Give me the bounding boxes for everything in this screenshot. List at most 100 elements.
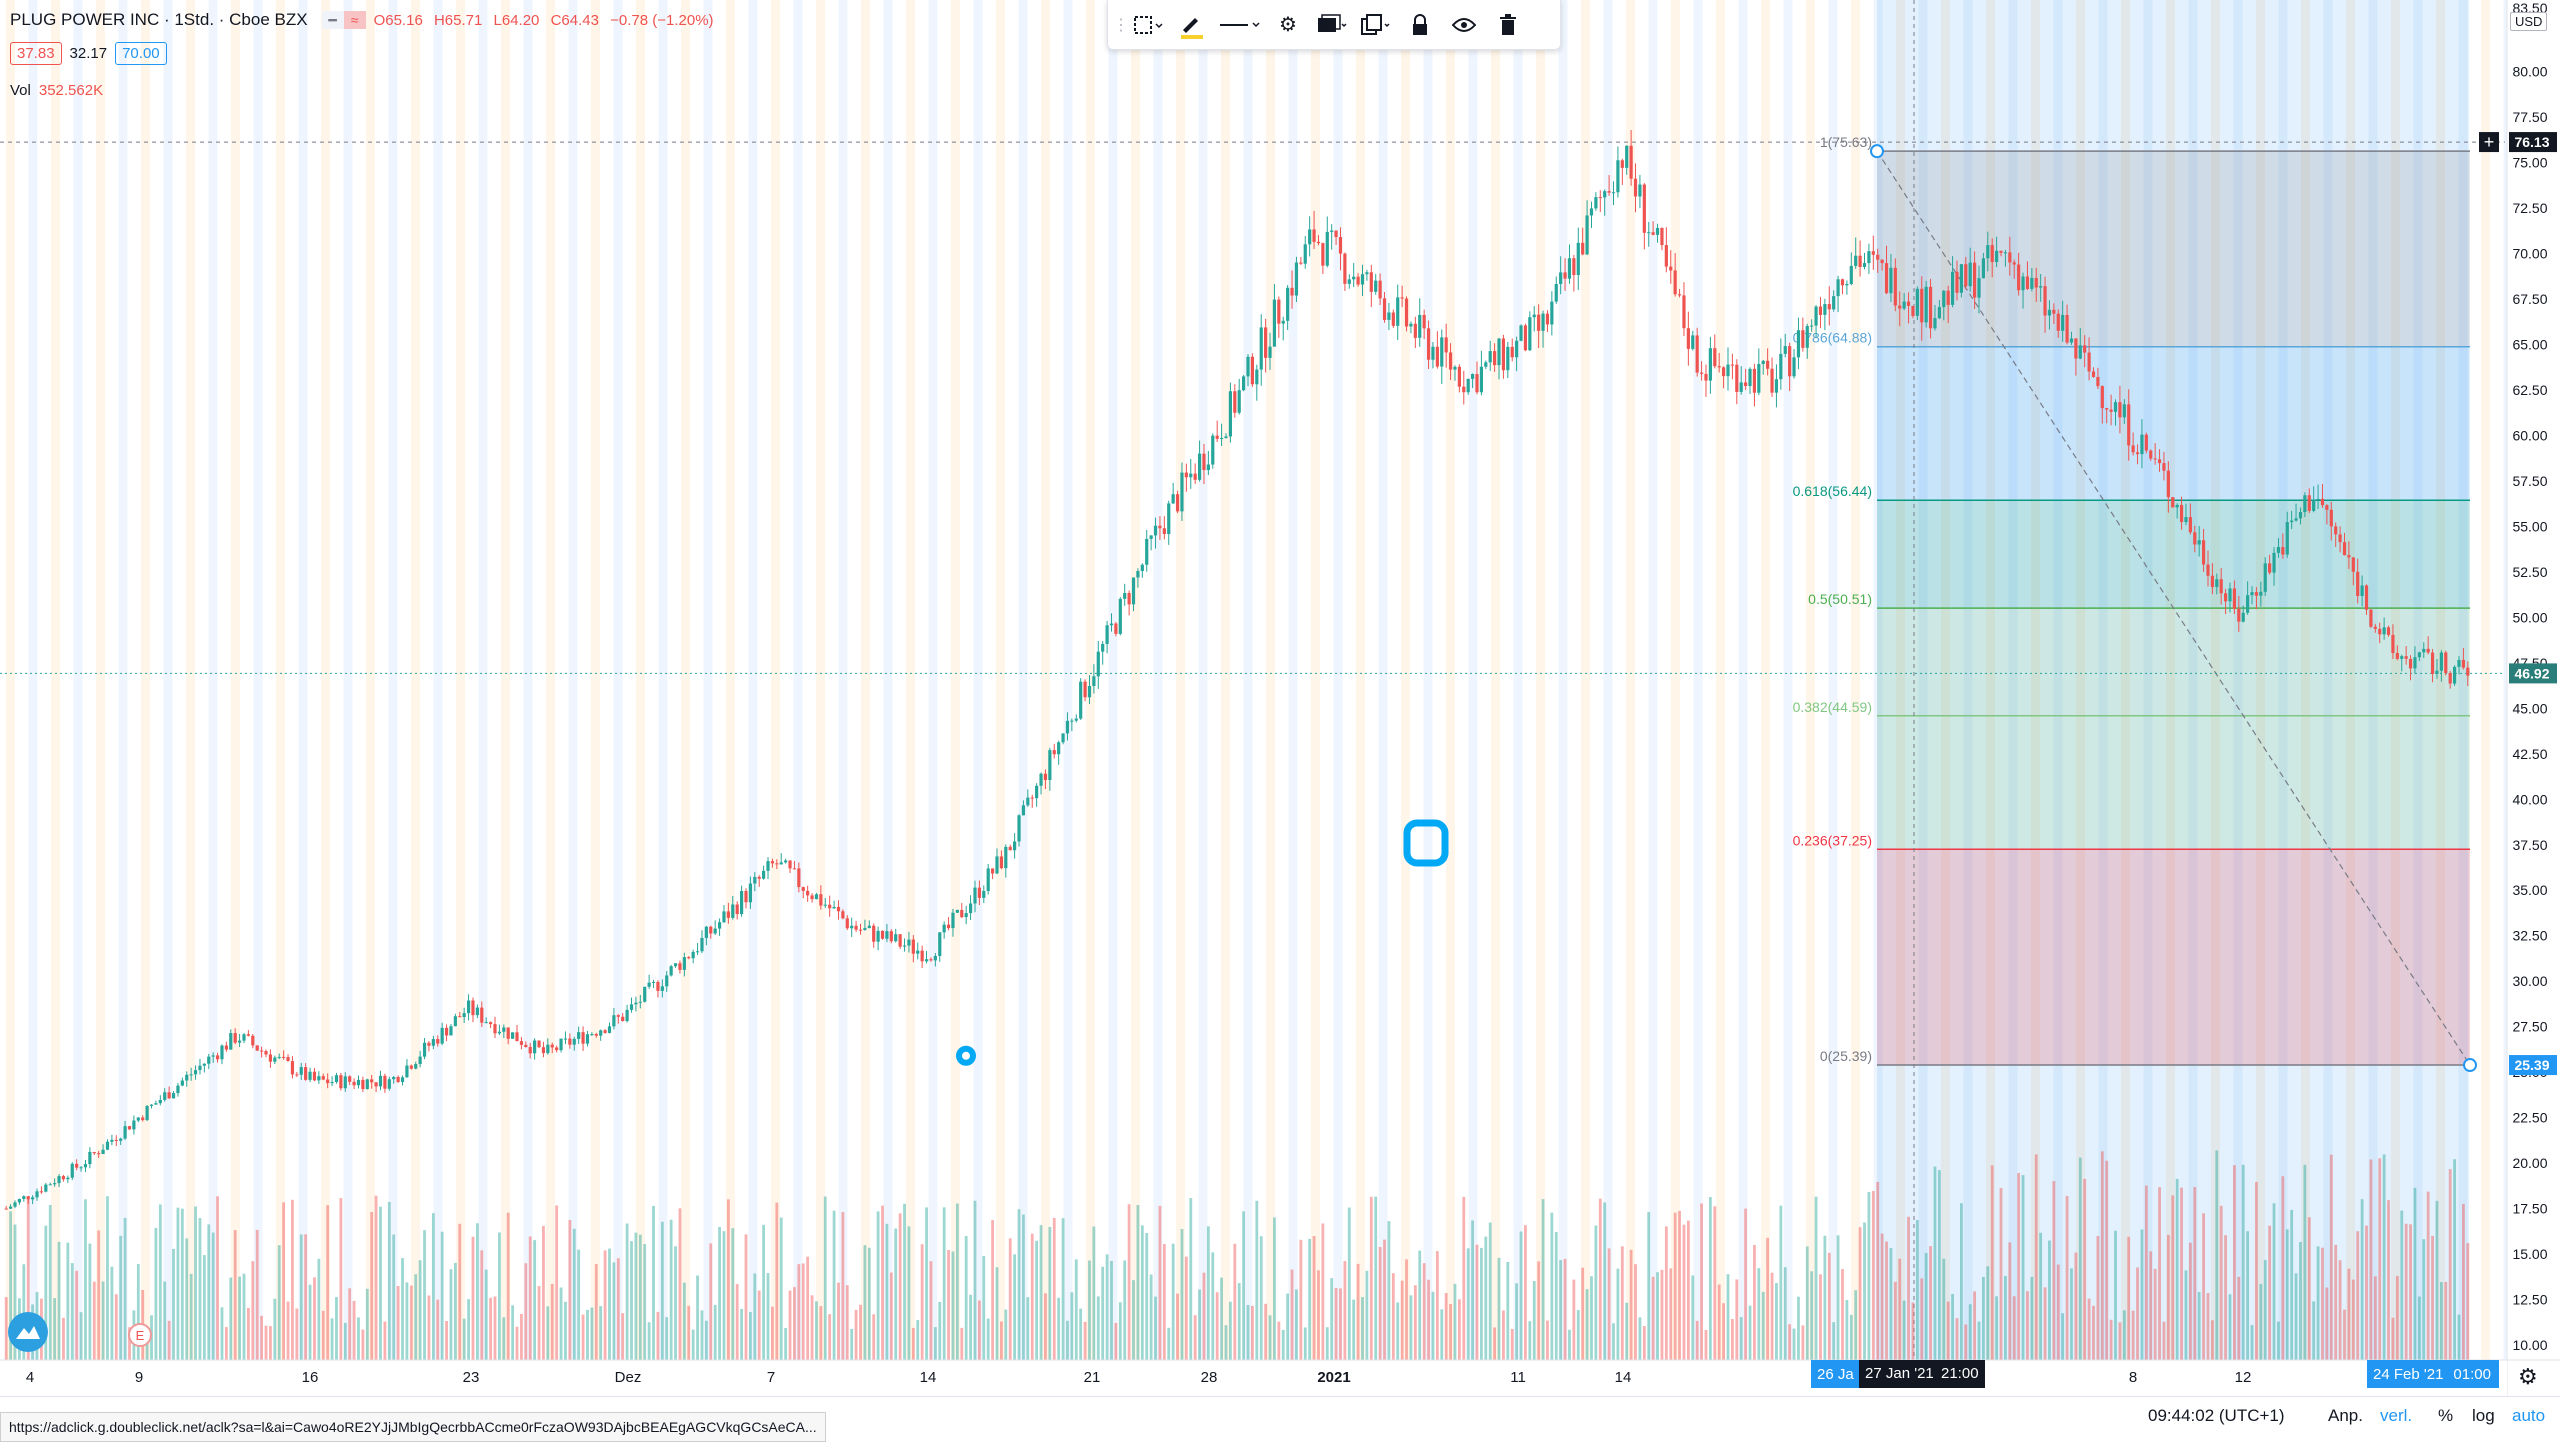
volume-bar bbox=[542, 1225, 545, 1360]
tradingview-logo-icon[interactable] bbox=[8, 1312, 48, 1352]
selection-icon[interactable] bbox=[1126, 5, 1170, 45]
add-alert-icon[interactable]: + bbox=[2484, 132, 2495, 152]
clock-label[interactable]: 09:44:02 (UTC+1) bbox=[2148, 1406, 2285, 1425]
candle-body bbox=[2338, 534, 2342, 543]
volume-bar bbox=[2206, 1293, 2210, 1360]
price-marker-label[interactable]: 46.92 bbox=[2514, 665, 2549, 681]
line-style-icon[interactable] bbox=[1214, 5, 1266, 45]
candle-body bbox=[1444, 337, 1448, 353]
session-stripe bbox=[2188, 0, 2198, 1360]
candle-body bbox=[563, 1038, 568, 1040]
session-stripe bbox=[1851, 0, 1860, 1360]
volume-bar bbox=[2210, 1320, 2214, 1360]
auto-scale-button[interactable]: auto bbox=[2512, 1406, 2546, 1425]
candle-body bbox=[2091, 371, 2096, 377]
fib-zone bbox=[1877, 715, 2470, 850]
volume-bar bbox=[2043, 1287, 2047, 1360]
candle-body bbox=[1713, 348, 1717, 367]
volume-bar bbox=[2259, 1283, 2263, 1360]
volume-bar bbox=[828, 1314, 832, 1360]
session-stripe bbox=[1468, 0, 1478, 1360]
volume-bar bbox=[837, 1282, 840, 1360]
candle-body bbox=[1316, 241, 1321, 244]
change-value: −0.78 (−1.20%) bbox=[610, 11, 714, 29]
candle-body bbox=[1418, 314, 1422, 338]
volume-bar bbox=[2281, 1176, 2285, 1360]
volume-bar bbox=[2255, 1181, 2258, 1360]
earnings-event-icon[interactable]: E bbox=[128, 1323, 152, 1347]
candle-body bbox=[2250, 592, 2254, 596]
volume-bar bbox=[2391, 1317, 2395, 1360]
percent-scale-button[interactable]: % bbox=[2438, 1406, 2454, 1425]
candle-body bbox=[4, 1208, 8, 1210]
extended-hours-button[interactable]: verl. bbox=[2380, 1406, 2413, 1425]
fib-trend-line[interactable] bbox=[1876, 150, 2471, 1066]
settings-icon[interactable]: ⚙ bbox=[1279, 14, 1297, 36]
volume-bar bbox=[1510, 1329, 1514, 1360]
candle-body bbox=[1409, 323, 1413, 327]
candle-body bbox=[2246, 595, 2250, 613]
approx-icon[interactable]: ≈ bbox=[343, 11, 366, 29]
volume-bar bbox=[1493, 1327, 1497, 1360]
volume-bar bbox=[1519, 1231, 1523, 1360]
volume-bar bbox=[66, 1242, 70, 1360]
session-stripe bbox=[1558, 0, 1568, 1360]
session-stripe bbox=[1131, 0, 1140, 1360]
volume-bar bbox=[867, 1247, 871, 1360]
trash-icon[interactable] bbox=[1486, 5, 1530, 45]
minus-icon[interactable]: ━ bbox=[328, 12, 337, 28]
candle-body bbox=[1193, 473, 1197, 480]
currency-unit-label[interactable]: USD bbox=[2510, 12, 2548, 31]
time-axis-label: Dez bbox=[614, 1369, 642, 1386]
clone-icon[interactable] bbox=[1354, 5, 1398, 45]
volume-bar bbox=[392, 1234, 396, 1360]
candle-body bbox=[9, 1206, 13, 1209]
volume-bar bbox=[1814, 1196, 1818, 1360]
volume-bar bbox=[75, 1270, 79, 1360]
candle-body bbox=[317, 1076, 321, 1081]
fib-handle-start[interactable] bbox=[1870, 144, 1884, 159]
add-alert-icon-bg[interactable] bbox=[2479, 132, 2499, 153]
symbol-title[interactable]: PLUG POWER INC · 1Std. · Cboe BZX bbox=[10, 10, 308, 29]
lock-icon[interactable] bbox=[1398, 5, 1442, 45]
volume-bar bbox=[1898, 1258, 1902, 1360]
indicator-value-3[interactable]: 70.00 bbox=[115, 42, 167, 65]
volume-bar bbox=[603, 1250, 607, 1360]
volume-bar bbox=[515, 1326, 519, 1360]
layers-icon[interactable] bbox=[1310, 5, 1354, 45]
candle-body bbox=[277, 1056, 281, 1058]
price-axis-tick: 65.00 bbox=[2512, 337, 2547, 353]
candle-body bbox=[1995, 250, 1999, 263]
candle-body bbox=[1259, 327, 1263, 370]
price-marker-label[interactable]: 76.13 bbox=[2514, 134, 2549, 150]
candle-body bbox=[114, 1139, 118, 1141]
candle-body bbox=[39, 1191, 44, 1193]
candle-body bbox=[1356, 276, 1360, 285]
pen-icon[interactable] bbox=[1170, 5, 1214, 45]
indicator-value-1[interactable]: 37.83 bbox=[10, 42, 62, 65]
adjust-button[interactable]: Anp. bbox=[2328, 1406, 2363, 1425]
chart-style-toggle[interactable]: ━ ≈ bbox=[321, 11, 366, 29]
candle-body bbox=[1717, 366, 1721, 368]
price-axis-tick: 70.00 bbox=[2512, 246, 2547, 262]
axis-settings-icon[interactable]: ⚙ bbox=[2518, 1364, 2538, 1389]
volume-bar bbox=[1537, 1261, 1541, 1360]
log-scale-button[interactable]: log bbox=[2472, 1406, 2495, 1425]
volume-bar bbox=[1532, 1281, 1536, 1360]
eye-icon[interactable] bbox=[1442, 5, 1486, 45]
volume-bar bbox=[2034, 1154, 2038, 1360]
candle-body bbox=[1792, 357, 1796, 377]
volume-bar bbox=[1057, 1297, 1061, 1360]
candle-body bbox=[31, 1197, 35, 1200]
price-marker-label[interactable]: 25.39 bbox=[2514, 1057, 2549, 1073]
volume-bar bbox=[1334, 1288, 1338, 1360]
candle-body bbox=[2426, 648, 2430, 653]
volume-bar bbox=[2153, 1268, 2157, 1360]
fib-handle-end[interactable] bbox=[2463, 1058, 2477, 1073]
candle-body bbox=[2118, 402, 2122, 418]
volume-bar bbox=[2087, 1298, 2091, 1360]
candle-body bbox=[1264, 327, 1268, 358]
drag-handle-icon[interactable]: ⋮ bbox=[1113, 16, 1129, 34]
candle-body bbox=[797, 868, 801, 888]
